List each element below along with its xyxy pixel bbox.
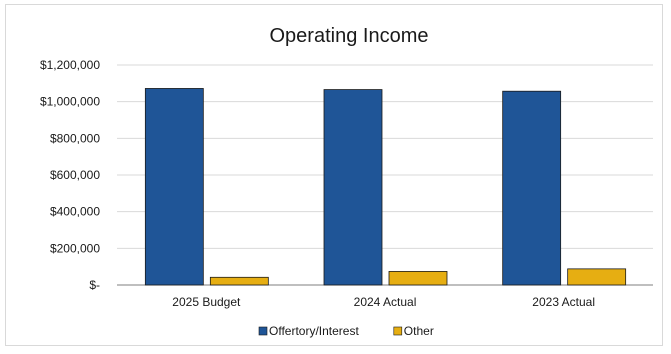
x-tick-label: 2025 Budget <box>172 295 241 309</box>
x-axis-ticks: 2025 Budget 2024 Actual 2023 Actual <box>172 295 595 309</box>
bar-other-1 <box>388 271 448 286</box>
chart-title: Operating Income <box>270 25 429 47</box>
legend-label: Other <box>404 324 434 338</box>
y-tick-label: $600,000 <box>50 168 100 182</box>
x-tick-label: 2024 Actual <box>354 295 417 309</box>
legend-swatch <box>393 326 403 336</box>
legend-swatch <box>258 326 268 336</box>
x-tick-label: 2023 Actual <box>532 295 595 309</box>
y-tick-label: $800,000 <box>50 131 100 145</box>
y-tick-label: $400,000 <box>50 205 100 219</box>
y-tick-label: $- <box>89 278 100 292</box>
bar-other-0 <box>209 276 269 286</box>
gridlines <box>117 64 653 286</box>
bar-offertory-interest-0 <box>144 88 204 286</box>
legend: Offertory/Interest Other <box>258 324 434 338</box>
y-tick-label: $200,000 <box>50 241 100 255</box>
y-tick-label: $1,000,000 <box>40 95 100 109</box>
bar-other-2 <box>567 268 627 286</box>
legend-label: Offertory/Interest <box>269 324 359 338</box>
bars <box>144 88 627 286</box>
y-tick-label: $1,200,000 <box>40 58 100 72</box>
bar-offertory-interest-2 <box>502 90 562 286</box>
bar-offertory-interest-1 <box>323 89 383 286</box>
y-axis-ticks: $- $200,000 $400,000 $600,000 $800,000 $1,000… <box>40 58 100 292</box>
